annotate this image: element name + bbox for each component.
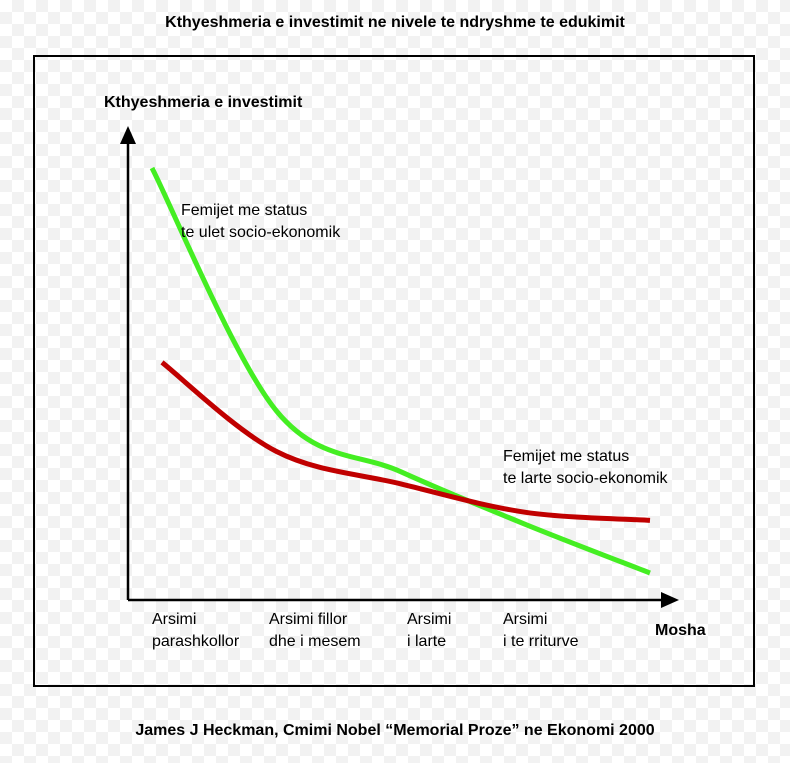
x-tick-label-line: Arsimi xyxy=(503,611,547,628)
x-tick-label: Arsimi i larte xyxy=(407,611,451,650)
chart-frame xyxy=(33,55,755,687)
y-axis-arrowhead xyxy=(120,126,136,144)
chart-title: Kthyeshmeria e investimit ne nivele te n… xyxy=(165,14,625,31)
x-axis-label: Mosha xyxy=(655,622,706,639)
series-line-low-status xyxy=(149,166,651,576)
series-line-high-status xyxy=(160,360,651,523)
x-tick-label-line: Arsimi xyxy=(407,611,451,628)
x-tick-label-line: i larte xyxy=(407,633,446,650)
series-label-line: Femijet me status xyxy=(181,202,307,219)
x-axis xyxy=(128,592,679,608)
x-tick-label: Arsimi i te rriturve xyxy=(503,611,579,650)
series-label-line: te larte socio-ekonomik xyxy=(503,470,669,487)
x-tick-label-line: parashkollor xyxy=(152,633,240,650)
y-axis xyxy=(120,126,136,600)
x-tick-labels: Arsimi parashkollor Arsimi fillor dhe i mes… xyxy=(152,611,579,650)
x-tick-label-line: i te rriturve xyxy=(503,633,579,650)
x-tick-label-line: dhe i mesem xyxy=(269,633,361,650)
x-tick-label: Arsimi fillor dhe i mesem xyxy=(269,611,361,650)
series-label-low-status: Femijet me status te ulet socio-ekonomik xyxy=(181,202,341,241)
series-label-high-status: Femijet me status te larte socio-ekonomik xyxy=(503,448,669,487)
series-label-line: te ulet socio-ekonomik xyxy=(181,224,341,241)
x-axis-arrowhead xyxy=(661,592,679,608)
y-axis-label: Kthyeshmeria e investimit xyxy=(104,94,303,111)
x-tick-label: Arsimi parashkollor xyxy=(152,611,240,650)
source-credit: James J Heckman, Cmimi Nobel “Memorial P… xyxy=(135,722,655,739)
series-label-line: Femijet me status xyxy=(503,448,629,465)
x-tick-label-line: Arsimi fillor xyxy=(269,611,348,628)
x-tick-label-line: Arsimi xyxy=(152,611,196,628)
